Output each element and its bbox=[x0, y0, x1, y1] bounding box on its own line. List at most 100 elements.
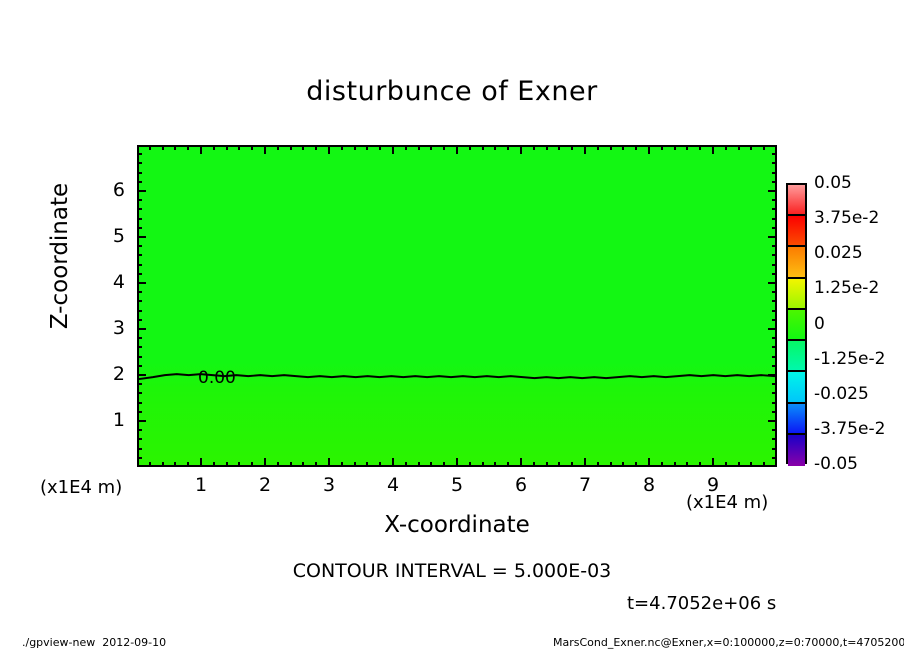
x-tick-top bbox=[673, 145, 676, 150]
x-tick-top bbox=[353, 145, 356, 150]
x-tick-top bbox=[660, 145, 663, 150]
colorbar-band bbox=[788, 185, 805, 217]
colorbar-tick-label: 3.75e-2 bbox=[814, 208, 880, 229]
y-tick-left bbox=[137, 199, 142, 202]
x-tick-bottom bbox=[238, 462, 241, 467]
x-tick-bottom bbox=[148, 462, 151, 467]
x-tick-top bbox=[251, 145, 254, 150]
x-tick-top bbox=[545, 145, 548, 150]
y-tick-right bbox=[772, 337, 777, 340]
y-tick-right bbox=[772, 355, 777, 358]
y-tick-left bbox=[137, 245, 142, 248]
y-tick-left bbox=[137, 309, 142, 312]
x-tick-bottom bbox=[174, 462, 177, 467]
x-tick-bottom bbox=[468, 462, 471, 467]
y-tick-right bbox=[772, 364, 777, 367]
y-tick-left bbox=[137, 254, 142, 257]
x-axis-unit-label: (x1E4 m) bbox=[686, 492, 769, 513]
x-tick-top bbox=[340, 145, 343, 150]
y-tick-right bbox=[772, 180, 777, 183]
x-tick-top bbox=[763, 145, 766, 150]
x-tick-bottom bbox=[340, 462, 343, 467]
x-tick-top bbox=[520, 145, 522, 154]
contour-interval-annotation: CONTOUR INTERVAL = 5.000E-03 bbox=[292, 560, 612, 582]
x-tick-bottom bbox=[353, 462, 356, 467]
y-tick-right bbox=[768, 236, 777, 238]
y-tick-left bbox=[137, 282, 146, 284]
x-tick-top bbox=[456, 145, 458, 154]
y-tick-right bbox=[772, 208, 777, 211]
x-tick-top bbox=[404, 145, 407, 150]
x-tick-top bbox=[609, 145, 612, 150]
y-tick-right bbox=[772, 272, 777, 275]
x-tick-bottom bbox=[251, 462, 254, 467]
x-tick-top bbox=[212, 145, 215, 150]
x-tick-label: 3 bbox=[322, 474, 336, 496]
y-tick-right bbox=[768, 190, 777, 192]
x-tick-top bbox=[379, 145, 382, 150]
x-tick-top bbox=[494, 145, 497, 150]
y-tick-right bbox=[768, 374, 777, 376]
x-tick-top bbox=[289, 145, 292, 150]
x-tick-bottom bbox=[481, 462, 484, 467]
colorbar-tick-label: 0.05 bbox=[814, 173, 852, 193]
colorbar-tick-label: 0.025 bbox=[814, 243, 863, 264]
y-tick-left bbox=[137, 153, 142, 156]
y-tick-left bbox=[137, 355, 142, 358]
y-tick-left bbox=[137, 263, 142, 266]
x-tick-bottom bbox=[724, 462, 727, 467]
colorbar-band bbox=[788, 434, 805, 466]
x-tick-top bbox=[392, 145, 394, 154]
y-tick-right bbox=[772, 438, 777, 441]
colorbar-tick-label: 1.25e-2 bbox=[814, 278, 880, 299]
x-tick-bottom bbox=[302, 462, 305, 467]
colorbar-band bbox=[788, 247, 805, 279]
x-tick-top bbox=[737, 145, 740, 150]
colorbar-tick-label: -3.75e-2 bbox=[814, 418, 886, 439]
x-tick-label: 7 bbox=[578, 474, 592, 496]
time-annotation: t=4.7052e+06 s bbox=[627, 593, 777, 614]
x-tick-bottom bbox=[212, 462, 215, 467]
y-tick-right bbox=[772, 447, 777, 450]
x-tick-bottom bbox=[328, 458, 330, 467]
y-tick-left bbox=[137, 180, 142, 183]
x-tick-bottom bbox=[417, 462, 420, 467]
page-title: disturbunce of Exner bbox=[306, 76, 598, 107]
x-tick-top bbox=[328, 145, 330, 154]
x-tick-top bbox=[430, 145, 433, 150]
colorbar bbox=[786, 183, 807, 466]
x-tick-top bbox=[648, 145, 650, 154]
x-tick-bottom bbox=[456, 458, 458, 467]
y-tick-left bbox=[137, 217, 142, 220]
x-tick-bottom bbox=[609, 462, 612, 467]
y-tick-label: 1 bbox=[112, 409, 125, 431]
x-tick-top bbox=[584, 145, 586, 154]
x-tick-bottom bbox=[648, 458, 650, 467]
x-tick-bottom bbox=[507, 462, 510, 467]
contour-label-zero: 0.00 bbox=[198, 368, 236, 388]
x-tick-top bbox=[532, 145, 535, 150]
x-tick-top bbox=[302, 145, 305, 150]
x-tick-bottom bbox=[571, 462, 574, 467]
x-tick-bottom bbox=[187, 462, 190, 467]
y-tick-left bbox=[137, 208, 142, 211]
y-tick-right bbox=[772, 291, 777, 294]
x-tick-bottom bbox=[635, 462, 638, 467]
y-tick-right bbox=[772, 254, 777, 257]
y-tick-left bbox=[137, 226, 142, 229]
y-tick-left bbox=[137, 401, 142, 404]
x-tick-bottom bbox=[712, 458, 714, 467]
x-tick-top bbox=[148, 145, 151, 150]
x-tick-bottom bbox=[264, 458, 266, 467]
x-tick-bottom bbox=[737, 462, 740, 467]
x-tick-bottom bbox=[750, 462, 753, 467]
x-tick-bottom bbox=[520, 458, 522, 467]
y-tick-label: 5 bbox=[112, 225, 125, 247]
x-tick-top bbox=[366, 145, 369, 150]
y-tick-label: 4 bbox=[112, 271, 125, 293]
y-tick-right bbox=[772, 245, 777, 248]
x-tick-label: 1 bbox=[194, 474, 208, 496]
x-tick-bottom bbox=[443, 462, 446, 467]
y-tick-left bbox=[137, 420, 146, 422]
colorbar-band bbox=[788, 341, 805, 373]
